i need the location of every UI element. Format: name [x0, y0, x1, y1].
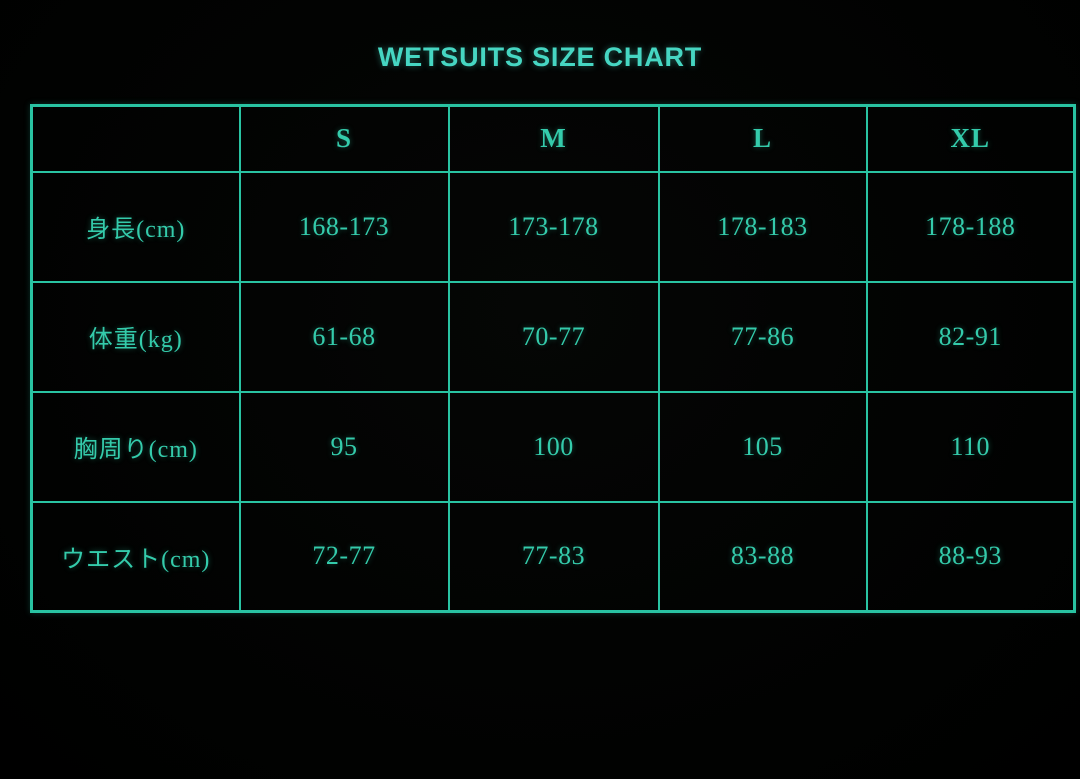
cell-weight-xl: 82-91 — [865, 280, 1076, 393]
row-label-waist: ウエスト(cm) — [30, 500, 241, 613]
header-row: S M L XL — [30, 104, 1076, 173]
cell-height-l: 178-183 — [657, 170, 868, 283]
cell-height-m: 173-178 — [447, 170, 660, 283]
cell-waist-l: 83-88 — [657, 500, 868, 613]
row-label-chest: 胸周り(cm) — [30, 390, 241, 503]
cell-height-xl: 178-188 — [865, 170, 1076, 283]
column-header-m: M — [447, 104, 660, 173]
cell-weight-s: 61-68 — [238, 280, 450, 393]
cell-height-s: 168-173 — [238, 170, 450, 283]
cell-weight-l: 77-86 — [657, 280, 868, 393]
column-header-s: S — [238, 104, 450, 173]
column-header-xl: XL — [865, 104, 1076, 173]
corner-empty-cell — [30, 104, 241, 173]
row-label-height: 身長(cm) — [30, 170, 241, 283]
table-row-waist: ウエスト(cm) 72-77 77-83 83-88 88-93 — [30, 500, 1076, 613]
cell-chest-m: 100 — [447, 390, 660, 503]
column-header-l: L — [657, 104, 868, 173]
cell-chest-l: 105 — [657, 390, 868, 503]
table-row-chest: 胸周り(cm) 95 100 105 110 — [30, 390, 1076, 503]
table-row-height: 身長(cm) 168-173 173-178 178-183 178-188 — [30, 170, 1076, 283]
cell-waist-m: 77-83 — [447, 500, 660, 613]
cell-chest-xl: 110 — [865, 390, 1076, 503]
table-row-weight: 体重(kg) 61-68 70-77 77-86 82-91 — [30, 280, 1076, 393]
cell-chest-s: 95 — [238, 390, 450, 503]
row-label-weight: 体重(kg) — [30, 280, 241, 393]
cell-weight-m: 70-77 — [447, 280, 660, 393]
cell-waist-xl: 88-93 — [865, 500, 1076, 613]
cell-waist-s: 72-77 — [238, 500, 450, 613]
page-title: WETSUITS SIZE CHART — [377, 42, 703, 72]
wetsuit-size-table: S M L XL 身長(cm) 168-173 173-178 178-183 … — [30, 104, 1076, 613]
